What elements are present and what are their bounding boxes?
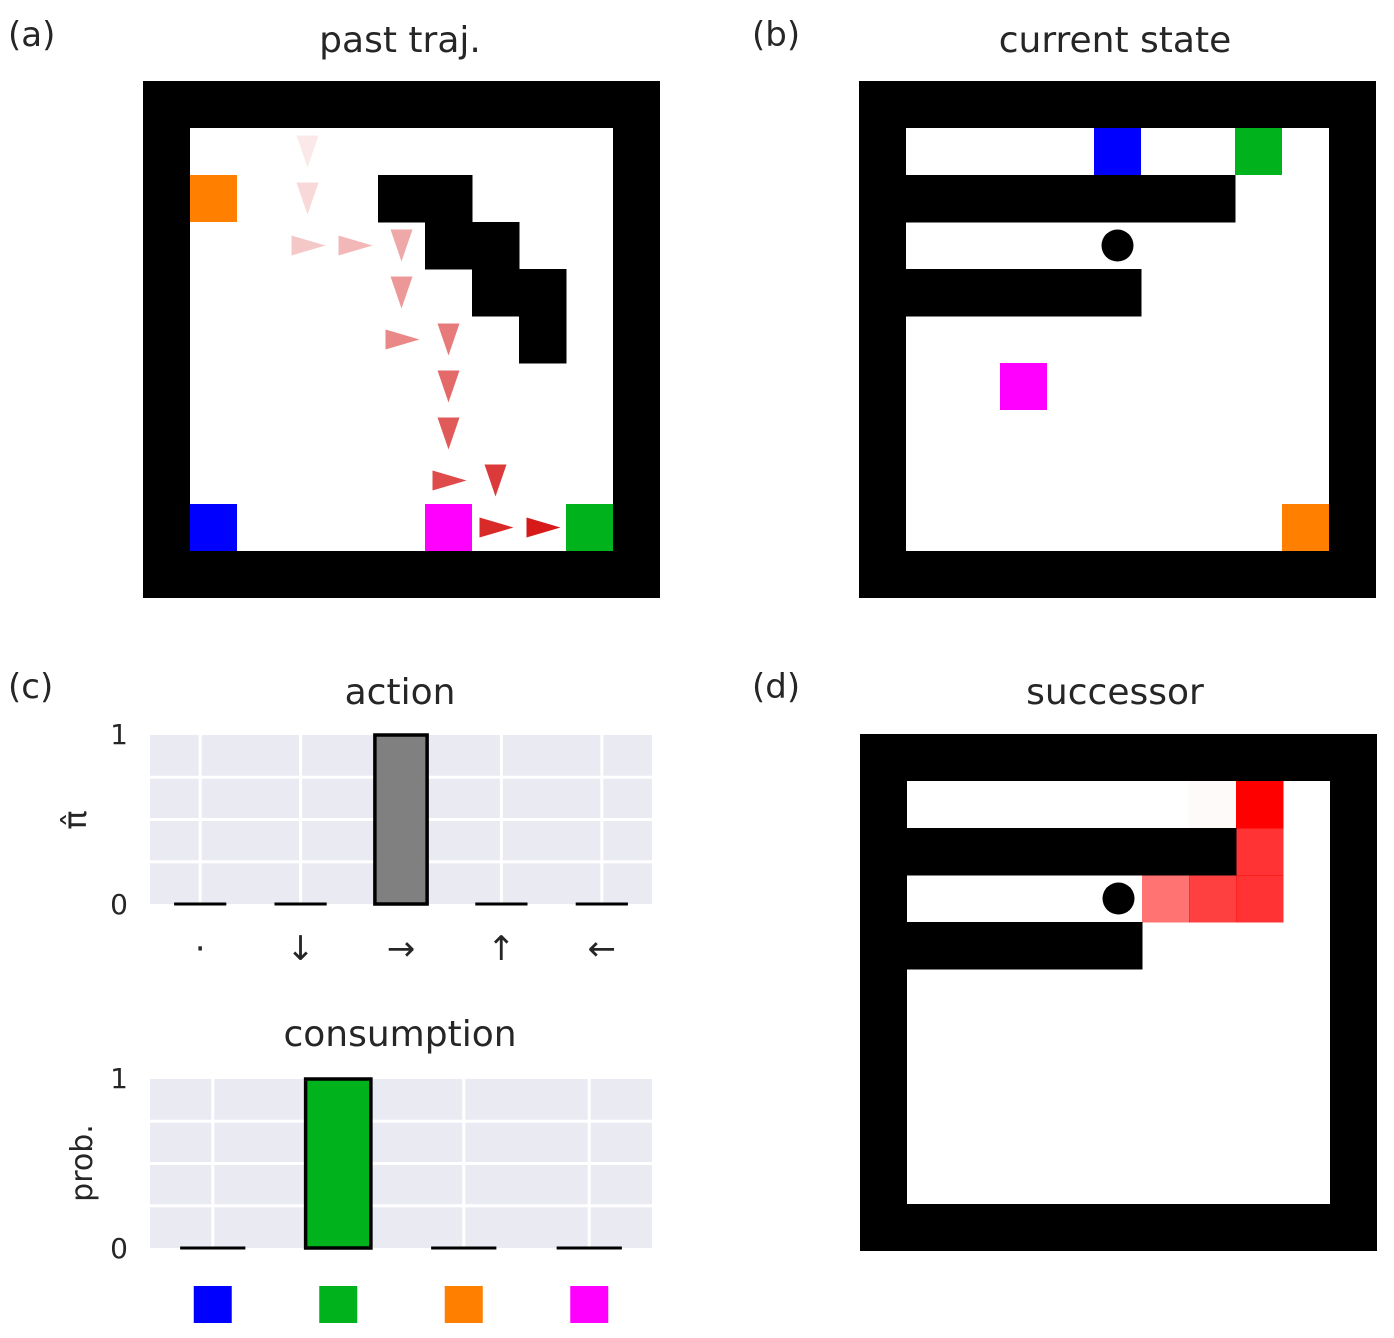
panel-label-d: (d) [752, 667, 800, 707]
trajectory-arrow-down [296, 182, 319, 215]
trajectory-arrow-down [437, 323, 460, 356]
maze-wall [472, 222, 520, 270]
successor-heat-cell [1236, 828, 1284, 876]
maze-wall [1047, 269, 1095, 317]
maze-wall [906, 175, 954, 223]
trajectory-arrow-right [338, 235, 373, 256]
trajectory-arrow-right [479, 517, 514, 538]
maze-wall [425, 222, 473, 270]
trajectory-arrow-right [291, 235, 326, 256]
maze-wall [953, 175, 1001, 223]
consumption-ytick-1: 1 [110, 1062, 128, 1095]
xtick-label: ↑ [487, 929, 516, 969]
title-consumption: consumption [283, 1014, 516, 1055]
action-ytick-0: 0 [110, 888, 128, 921]
maze-wall [954, 828, 1002, 876]
trajectory-arrow-right [432, 470, 467, 491]
maze-wall [953, 269, 1001, 317]
maze-wall [1094, 269, 1142, 317]
trajectory-arrow-down [437, 370, 460, 403]
action-ylabel: π̂ [56, 810, 94, 829]
xtick-label: → [387, 929, 416, 969]
panel-label-a: (a) [8, 15, 55, 55]
title-action: action [345, 672, 456, 713]
xtick-color-swatch [193, 1286, 232, 1323]
xtick-label: · [195, 929, 206, 969]
xtick-label: ↓ [286, 929, 315, 969]
maze-wall [1189, 828, 1237, 876]
item-square [425, 504, 472, 551]
item-square [566, 504, 613, 551]
xtick-color-swatch [570, 1286, 609, 1323]
successor-heat-cell [1236, 875, 1284, 923]
maze-wall [1047, 175, 1095, 223]
maze-wall [1188, 175, 1236, 223]
panel-label-c: (c) [8, 667, 53, 707]
maze-wall [907, 922, 955, 970]
bar [303, 1077, 373, 1250]
item-square [190, 175, 237, 222]
maze-wall [519, 316, 567, 364]
maze-wall [1001, 828, 1049, 876]
item-square [1000, 363, 1047, 410]
maze-wall [907, 828, 955, 876]
maze-wall [1094, 175, 1142, 223]
title-successor: successor [1026, 672, 1204, 713]
trajectory-arrow-right [385, 329, 420, 350]
action-ytick-1: 1 [110, 718, 128, 751]
chart-action: 0 1 π̂ · ↓ → ↑ ← [56, 718, 652, 969]
panel-label-b: (b) [752, 15, 800, 55]
consumption-ytick-0: 0 [110, 1232, 128, 1265]
successor-heat-cell [1189, 875, 1237, 923]
grid-past-trajectory [143, 81, 660, 598]
title-past-traj: past traj. [319, 20, 481, 61]
item-square [1094, 128, 1141, 175]
trajectory-arrow-down [296, 135, 319, 168]
trajectory-arrow-down [390, 276, 413, 309]
agent-dot [1102, 882, 1135, 915]
item-square [1235, 128, 1282, 175]
maze-wall [378, 175, 426, 223]
item-square [190, 504, 237, 551]
maze-wall [472, 269, 520, 317]
maze-wall [519, 269, 567, 317]
maze-wall [954, 922, 1002, 970]
maze-wall [1141, 175, 1189, 223]
xtick-label: ← [588, 929, 617, 969]
maze-wall [1142, 828, 1190, 876]
maze-wall [1095, 828, 1143, 876]
agent-dot [1101, 229, 1134, 262]
grid-current-state [859, 81, 1376, 598]
trajectory-arrow-down [484, 464, 507, 497]
title-current-state: current state [999, 20, 1232, 61]
trajectory-arrow-down [390, 229, 413, 262]
maze-wall [1048, 828, 1096, 876]
successor-heat-cell [1142, 875, 1190, 923]
maze-wall [1000, 175, 1048, 223]
xtick-color-swatch [319, 1286, 358, 1323]
trajectory-arrow-right [526, 517, 561, 538]
successor-heat-cell [1189, 781, 1237, 829]
xtick-color-swatch [444, 1286, 483, 1323]
maze-wall [1095, 922, 1143, 970]
maze-wall [1048, 922, 1096, 970]
maze-wall [906, 269, 954, 317]
successor-heat-cell [1236, 781, 1284, 829]
bar [373, 733, 429, 906]
trajectory-arrow-down [437, 417, 460, 450]
chart-consumption: 0 1 prob. [65, 1062, 652, 1323]
maze-wall [1001, 922, 1049, 970]
consumption-ylabel: prob. [65, 1124, 100, 1202]
maze-wall [1000, 269, 1048, 317]
maze-wall [425, 175, 473, 223]
item-square [1282, 504, 1329, 551]
grid-successor [860, 734, 1377, 1251]
